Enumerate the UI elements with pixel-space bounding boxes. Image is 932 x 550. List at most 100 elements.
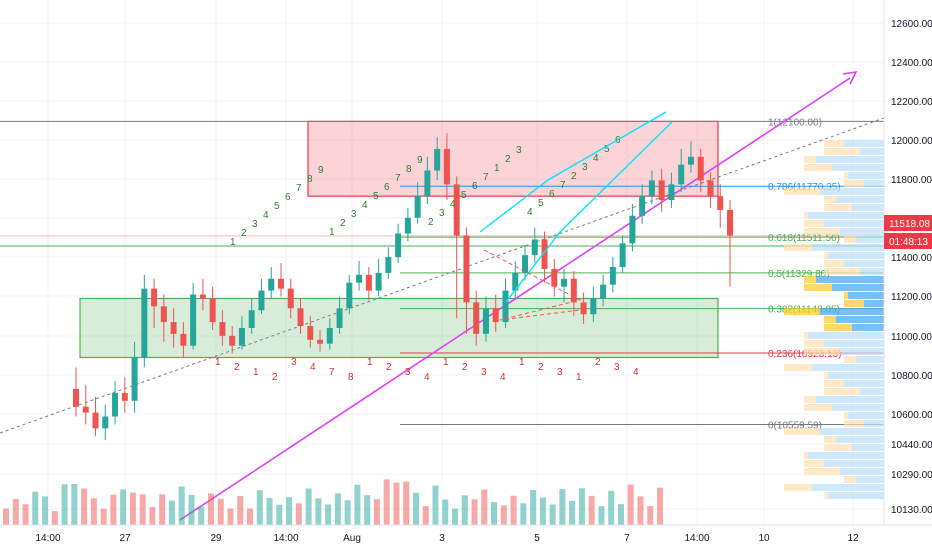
- volume-bar: [12, 498, 19, 525]
- td-up-label: 9: [318, 165, 324, 176]
- candle-body: [707, 180, 714, 197]
- td-down-label: 1: [519, 357, 525, 368]
- profile-bar: [852, 324, 884, 331]
- candle-body: [326, 327, 333, 344]
- td-up-label: 6: [549, 189, 555, 200]
- candle-body: [73, 388, 79, 407]
- volume-bar: [520, 503, 527, 525]
- profile-bar: [804, 468, 840, 475]
- price-axis[interactable]: 12600.00 12400.00 12200.00 12000.00 11800.00…: [883, 0, 932, 550]
- td-up-label: 8: [307, 174, 313, 185]
- fib-label: 0(10559.59): [768, 420, 822, 431]
- candle-body: [160, 306, 167, 323]
- volume-bar: [266, 497, 273, 525]
- profile-bar: [856, 476, 884, 483]
- volume-bar: [178, 486, 185, 525]
- volume-bar: [295, 503, 302, 525]
- time-axis-bg: [0, 525, 932, 550]
- profile-bar: [828, 492, 884, 499]
- td-down-label: 8: [348, 372, 354, 383]
- fib-label: 0.786(11770.35): [768, 182, 841, 193]
- candle-body: [317, 339, 324, 344]
- time-tick-label: 27: [119, 533, 131, 544]
- td-up-label: 3: [516, 145, 522, 156]
- volume-bar: [315, 498, 322, 525]
- profile-bar: [804, 332, 808, 339]
- profile-bar: [864, 180, 884, 187]
- current-price-tag-bg: [884, 215, 932, 231]
- profile-bar: [804, 164, 832, 171]
- volume-bar: [627, 484, 634, 525]
- profile-bar: [844, 180, 864, 187]
- time-axis[interactable]: 14:00 27 29 14:00 Aug 3 5 7 14:00 10 12: [0, 524, 932, 550]
- volume-bar: [373, 499, 380, 525]
- price-tick-label: 12000.00: [891, 136, 932, 147]
- profile-bar: [824, 380, 844, 387]
- volume-bar: [588, 495, 595, 525]
- profile-bar: [852, 204, 884, 211]
- candle-body: [365, 274, 372, 291]
- candle-body: [482, 308, 489, 334]
- td-up-label: 4: [450, 199, 456, 210]
- profile-bar: [784, 428, 820, 435]
- profile-bar: [804, 276, 816, 283]
- volume-bar: [168, 500, 175, 525]
- candle-body: [463, 235, 470, 303]
- td-up-label: 7: [395, 173, 401, 184]
- profile-bar: [804, 340, 824, 347]
- td-up-label: 1: [329, 227, 335, 238]
- profile-bar: [804, 460, 824, 467]
- candle-body: [277, 278, 284, 289]
- time-tick-label: 7: [624, 533, 630, 544]
- volume-bar: [598, 506, 605, 525]
- volume-bar: [452, 508, 459, 525]
- candle-body: [648, 180, 655, 197]
- volume-bar: [422, 506, 429, 525]
- profile-bar: [844, 140, 884, 147]
- volume-bar: [432, 485, 439, 525]
- profile-bar: [836, 196, 884, 203]
- td-up-label: 4: [362, 200, 368, 211]
- td-up-label: 6: [285, 192, 291, 203]
- profile-bar: [824, 436, 836, 443]
- profile-bar: [820, 428, 884, 435]
- volume-bar: [403, 481, 410, 525]
- td-down-label: 2: [234, 362, 240, 373]
- profile-bar: [816, 156, 884, 163]
- price-tick-label: 12400.00: [891, 58, 932, 69]
- time-tick-label: 14:00: [35, 533, 60, 544]
- td-down-label: 1: [215, 357, 221, 368]
- volume-bar: [42, 496, 49, 525]
- profile-bar: [804, 396, 816, 403]
- price-tick-label: 10800.00: [891, 371, 932, 382]
- profile-bar: [804, 156, 816, 163]
- candle-body: [297, 308, 304, 327]
- time-tick-label: 12: [847, 533, 859, 544]
- time-tick-label: Aug: [343, 533, 361, 544]
- volume-bar: [617, 504, 624, 525]
- volume-bar: [647, 506, 654, 525]
- candle-body: [727, 209, 733, 236]
- td-up-label: 5: [538, 198, 544, 209]
- td-up-label: 5: [604, 144, 610, 155]
- price-tick-label: 10290.00: [891, 470, 932, 481]
- profile-bar: [824, 220, 884, 227]
- volume-bar: [305, 488, 312, 525]
- profile-bar: [844, 172, 848, 179]
- candle-body: [238, 327, 245, 346]
- profile-bar: [804, 348, 840, 355]
- td-down-label: 2: [595, 357, 601, 368]
- cyan-arrow: [479, 111, 667, 233]
- volume-bar: [237, 496, 244, 525]
- td-down-label: 2: [462, 362, 468, 373]
- candle-body: [531, 239, 538, 256]
- td-down-label: 2: [386, 362, 392, 373]
- profile-bar: [852, 444, 884, 451]
- time-tick-label: 5: [534, 533, 540, 544]
- candle-body: [619, 243, 626, 267]
- time-tick-label: 14:00: [273, 533, 298, 544]
- profile-bar: [844, 420, 864, 427]
- profile-bar: [860, 148, 884, 155]
- candle-body: [346, 282, 353, 309]
